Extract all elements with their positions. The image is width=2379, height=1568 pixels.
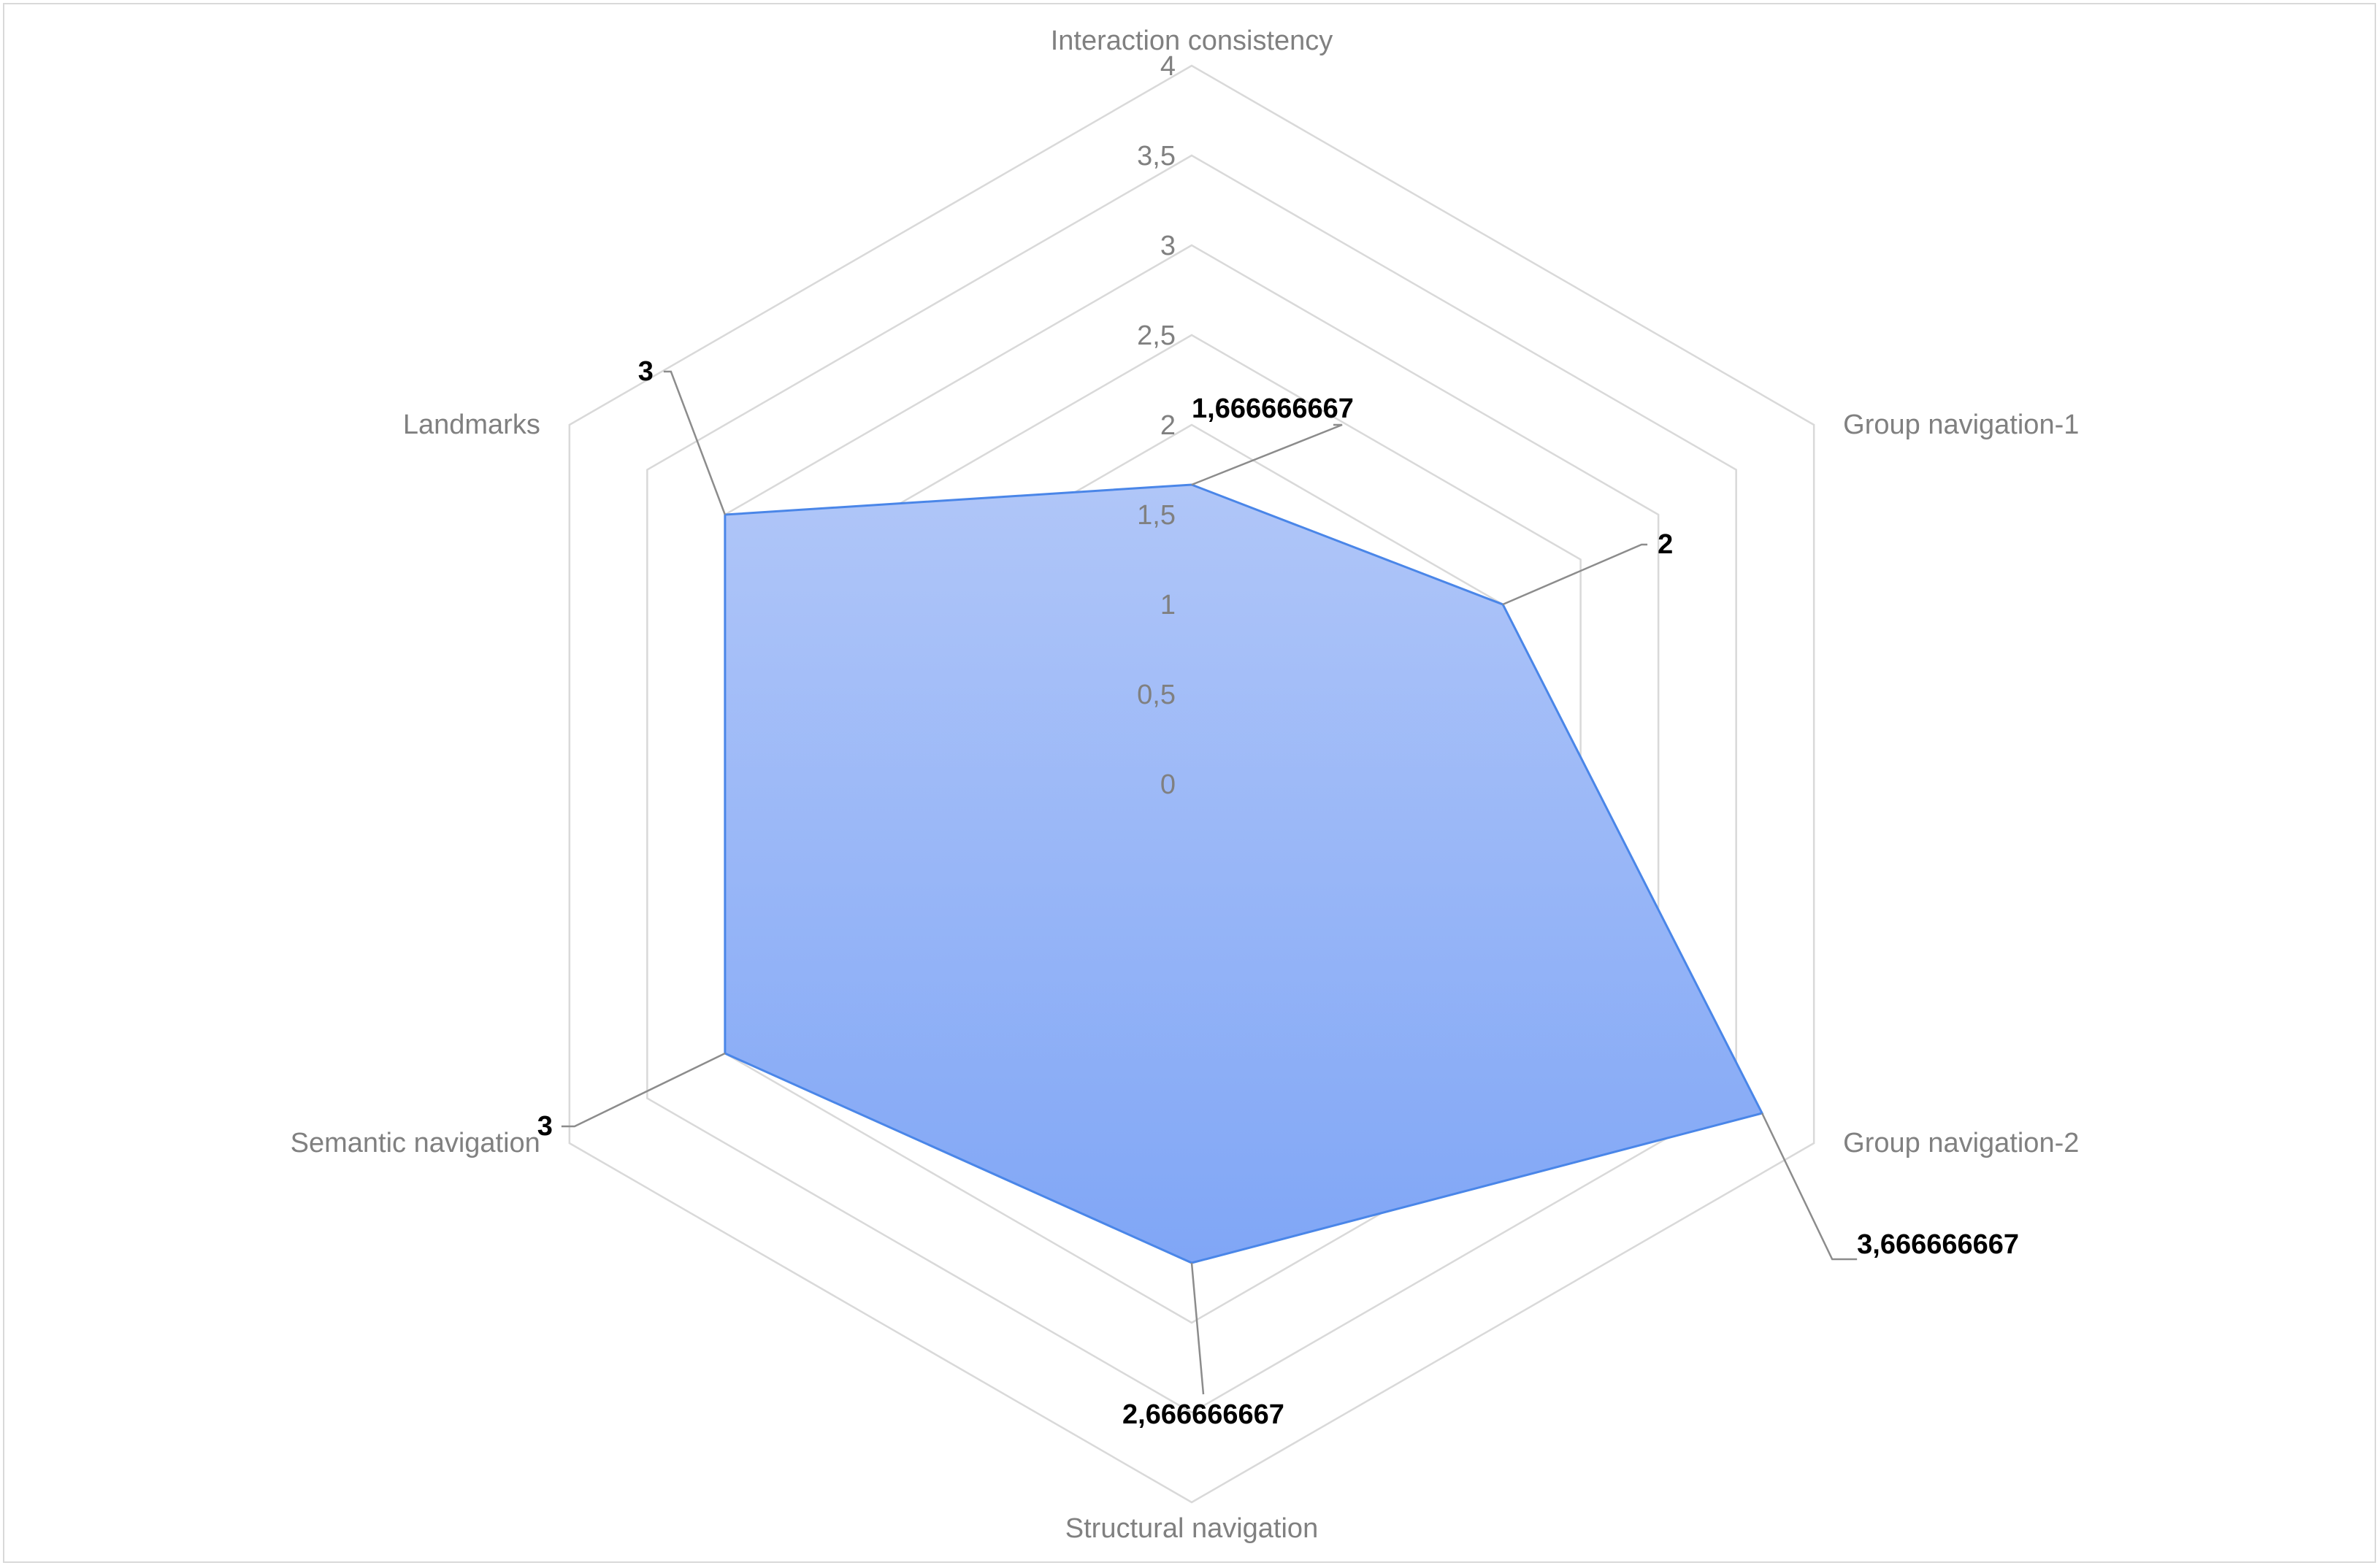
gridline-ring: [646, 154, 1737, 1414]
tick-label: 3,5: [1137, 141, 1176, 172]
series-area: [724, 483, 1764, 1264]
category-label: Semantic navigation: [291, 1128, 540, 1158]
data-label-leader: [1502, 543, 1648, 606]
data-label-leader: [1191, 423, 1343, 486]
tick-label: 1,5: [1137, 500, 1176, 531]
tick-label: 1: [1160, 590, 1176, 620]
tick-layer: 0 0,5 1 1,5 2 2,5 3 3,5 4: [1137, 51, 1176, 800]
series-layer: [724, 483, 1764, 1264]
category-label: Group navigation-1: [1843, 410, 2079, 440]
category-label: Interaction consistency: [1051, 26, 1333, 56]
category-label: Structural navigation: [1065, 1513, 1318, 1544]
radar-chart: 0 0,5 1 1,5 2 2,5 3 3,5 4 Interaction consistenc…: [291, 26, 2080, 1544]
tick-label: 0: [1160, 769, 1176, 800]
data-label: 3: [638, 356, 654, 387]
category-label: Group navigation-2: [1843, 1128, 2079, 1158]
chart-area: 0 0,5 1 1,5 2 2,5 3 3,5 4 Interaction consistenc…: [3, 3, 2376, 1563]
data-label-leader: [561, 1052, 726, 1128]
label-layer: 1,666666667 2 3,666666667 2,666666667 3 3: [537, 356, 2019, 1430]
data-label-leader: [663, 370, 727, 515]
data-label: 2: [1658, 529, 1673, 560]
data-label: 3,666666667: [1857, 1229, 2019, 1260]
tick-label: 2: [1160, 410, 1176, 441]
data-label-leader: [1190, 1262, 1205, 1395]
gridline-ring: [568, 64, 1815, 1504]
tick-label: 2,5: [1137, 320, 1176, 351]
tick-label: 3: [1160, 231, 1176, 261]
data-label-leader: [1761, 1112, 1858, 1261]
category-label: Landmarks: [403, 410, 540, 440]
data-label: 2,666666667: [1122, 1399, 1284, 1430]
data-label: 3: [537, 1111, 553, 1142]
tick-label: 0,5: [1137, 680, 1176, 710]
data-label: 1,666666667: [1192, 393, 1354, 424]
tick-label: 4: [1160, 51, 1176, 82]
category-layer: Interaction consistency Group navigation-…: [291, 26, 2080, 1544]
